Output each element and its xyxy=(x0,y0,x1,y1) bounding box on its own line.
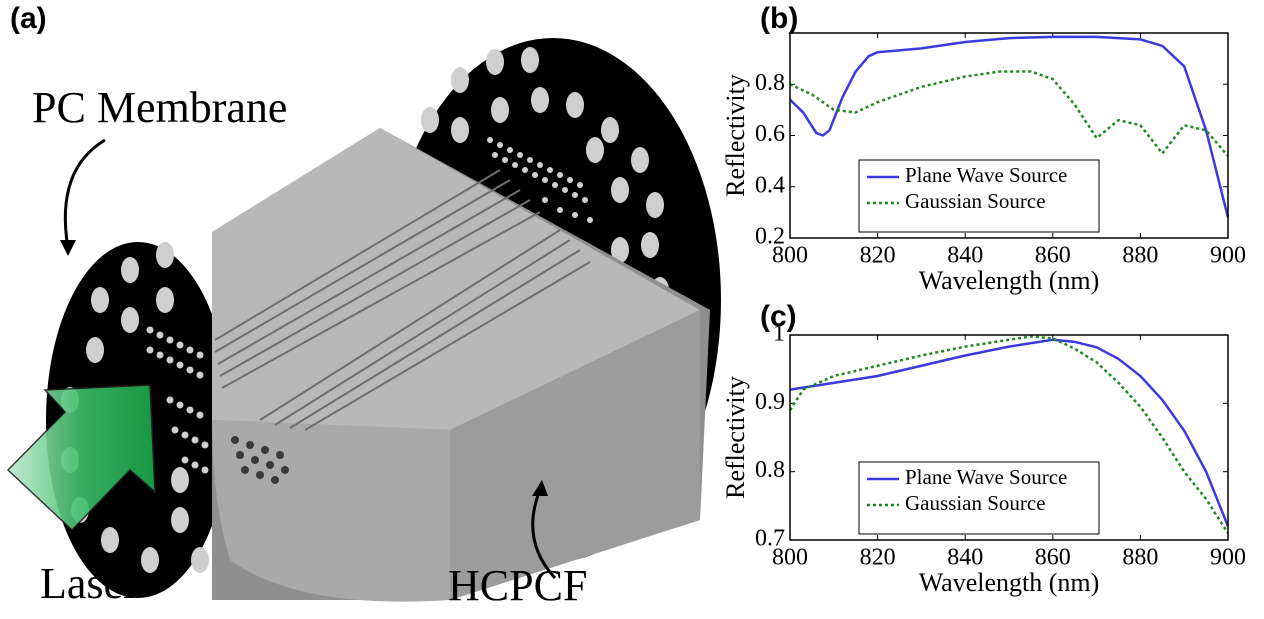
x-tick-label: 860 xyxy=(1035,243,1071,269)
x-tick-label: 880 xyxy=(1122,243,1158,269)
x-tick-label: 840 xyxy=(947,545,983,571)
core-holes xyxy=(231,436,289,484)
data-line xyxy=(789,70,1229,157)
data-line xyxy=(789,338,1230,527)
axes-box xyxy=(789,334,1229,541)
membrane-pointer xyxy=(63,138,106,249)
y-tick-label: 0.8 xyxy=(755,457,785,483)
membrane-label: PC Membrane xyxy=(32,83,287,132)
laser-arrow xyxy=(6,384,156,532)
legend-label: Gaussian Source xyxy=(905,491,1046,515)
illustration: (a) PC Membrane Laser HCPCF xyxy=(6,2,721,610)
fiber-pointer-head xyxy=(532,480,548,496)
legend-label: Plane Wave Source xyxy=(905,163,1067,187)
fiber-pointer xyxy=(531,489,557,580)
front-lattice xyxy=(146,326,209,474)
x-tick-label: 820 xyxy=(860,545,896,571)
panel-label: (a) xyxy=(10,2,47,35)
fiber-label: HCPCF xyxy=(448,561,587,610)
x-tick-label: 840 xyxy=(947,243,983,269)
fiber-top xyxy=(212,128,700,430)
back-lattice xyxy=(487,137,593,223)
laser-label: Laser xyxy=(40,559,138,608)
legend-label: Gaussian Source xyxy=(905,189,1046,213)
panel-label: (c) xyxy=(760,300,797,333)
x-axis-label: Wavelength (nm) xyxy=(919,266,1100,295)
legend-box xyxy=(858,461,1100,535)
y-tick-label: 1 xyxy=(773,321,785,347)
y-tick-label: 0.6 xyxy=(755,121,785,147)
x-tick-label: 900 xyxy=(1210,545,1246,571)
x-tick-label: 820 xyxy=(860,243,896,269)
x-tick-label: 800 xyxy=(772,545,808,571)
legend-box xyxy=(858,159,1100,233)
x-tick-label: 900 xyxy=(1210,243,1246,269)
x-tick-label: 800 xyxy=(772,243,808,269)
y-axis-label: Reflectivity xyxy=(721,74,750,197)
y-tick-label: 0.2 xyxy=(755,224,785,250)
fiber-channels xyxy=(214,169,591,431)
y-tick-label: 0.7 xyxy=(755,526,785,552)
charts: (b) 800 820 840 860 880 900 0.2 0.4 0.6 0.8 Wavelen… xyxy=(721,2,1246,597)
data-line xyxy=(788,335,1230,534)
y-axis-label: Reflectivity xyxy=(721,376,750,499)
y-tick-label: 0.4 xyxy=(755,172,785,198)
y-tick-label: 0.8 xyxy=(755,70,785,96)
x-tick-label: 860 xyxy=(1035,545,1071,571)
fiber-right xyxy=(450,310,700,600)
panel-label: (b) xyxy=(760,2,798,35)
axes-box xyxy=(789,32,1229,239)
legend-label: Plane Wave Source xyxy=(905,465,1067,489)
y-tick-label: 0.9 xyxy=(755,389,785,415)
data-line xyxy=(789,35,1230,218)
membrane-pointer-head xyxy=(60,240,76,256)
x-axis-label: Wavelength (nm) xyxy=(919,568,1100,597)
x-tick-label: 880 xyxy=(1122,545,1158,571)
